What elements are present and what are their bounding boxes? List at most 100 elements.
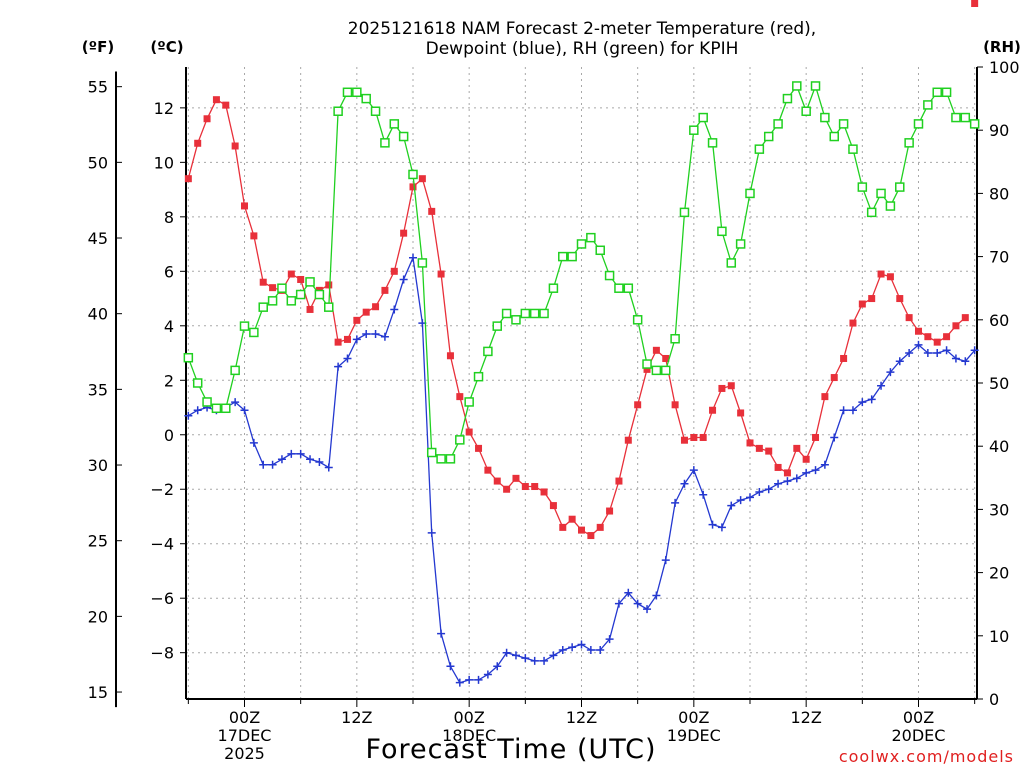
celsius-tick-label: −2 [150, 480, 174, 499]
dewpoint-point [895, 357, 904, 366]
rh-point [473, 371, 484, 382]
dewpoint-point [324, 463, 333, 472]
fahrenheit-unit-label: (ºF) [82, 38, 114, 56]
dewpoint-point [446, 662, 455, 671]
2-meter-temperature-point [568, 515, 576, 523]
dewpoint-point [334, 362, 343, 371]
dewpoint-point [820, 460, 829, 469]
dewpoint-point [830, 433, 839, 442]
rh-point [258, 302, 268, 312]
dewpoint-point [287, 449, 296, 458]
fahrenheit-tick-label: 55 [88, 78, 108, 97]
2-meter-temperature-point [634, 401, 642, 409]
rh-point [885, 201, 896, 211]
celsius-unit-label: (ºC) [150, 38, 183, 56]
rh-point [623, 283, 634, 293]
dewpoint-point [699, 490, 708, 499]
dewpoint-point [231, 398, 240, 407]
dewpoint-point [577, 640, 586, 649]
dewpoint-point [558, 645, 567, 654]
x-axis-label: Forecast Time (UTC) [365, 734, 656, 765]
dewpoint-point [933, 349, 942, 358]
rh-tick-label: 10 [989, 627, 1009, 646]
x-tick-label: 12Z [790, 708, 821, 727]
rh-point [932, 87, 942, 98]
2-meter-temperature-point [765, 447, 773, 455]
dewpoint-point [858, 398, 867, 407]
2-meter-temperature-point [774, 463, 782, 471]
dewpoint-point [427, 528, 436, 537]
rh-tick-label: 90 [989, 121, 1009, 140]
celsius-tick-label: −6 [150, 589, 174, 608]
2-meter-temperature-point [212, 96, 220, 104]
x-tick-label: 19DEC [667, 726, 721, 745]
2-meter-temperature-point [409, 183, 417, 191]
2-meter-temperature-point [821, 393, 829, 401]
rh-point [249, 327, 259, 338]
dewpoint-point [530, 656, 539, 665]
2-meter-temperature-point [905, 314, 913, 322]
rh-point [792, 81, 802, 91]
2-meter-temperature-point [858, 300, 866, 308]
x-tick-label: 00Z [454, 708, 485, 727]
rh-point [960, 112, 971, 123]
dewpoint-point [961, 357, 970, 366]
2-meter-temperature-point [671, 401, 679, 409]
2-meter-temperature-point [503, 485, 511, 493]
rh-point [342, 87, 353, 98]
dewpoint-point [811, 466, 820, 475]
plot-area: 121086420−2−4−6−855504540353025201510090… [88, 0, 1020, 763]
2-meter-temperature-point [578, 526, 585, 534]
rh-point [520, 308, 531, 319]
2-meter-temperature-point [587, 532, 595, 540]
dewpoint-point [914, 340, 923, 349]
rh-point [202, 397, 212, 407]
rh-point [324, 302, 334, 312]
2-meter-temperature-point [643, 365, 651, 373]
dewpoint-point [633, 599, 642, 608]
dewpoint-point [970, 346, 979, 355]
2-meter-temperature-point [353, 316, 361, 324]
rh-point [735, 239, 746, 249]
2-meter-temperature-point [615, 477, 623, 485]
2-meter-temperature-point [755, 444, 763, 452]
dewpoint-point [783, 477, 792, 486]
2-meter-temperature-point [877, 270, 885, 278]
rh-tick-label: 0 [989, 690, 999, 709]
2-meter-temperature-point [840, 354, 848, 362]
2-meter-temperature-point [718, 384, 726, 392]
2-meter-temperature-point [896, 295, 904, 303]
rh-point [464, 397, 474, 407]
rh-point [941, 87, 952, 98]
dewpoint-point [745, 493, 754, 502]
2-meter-temperature-point [512, 474, 520, 482]
rh-point [417, 258, 428, 268]
rh-point [586, 232, 596, 243]
rh-point [745, 188, 755, 199]
2-meter-temperature-point [699, 433, 707, 441]
2-meter-temperature-point [418, 175, 426, 183]
rh-point [455, 435, 465, 445]
x-tick-label: 12Z [341, 708, 372, 727]
rh-tick-label: 50 [989, 374, 1009, 393]
x-tick-label: 20DEC [892, 726, 946, 745]
rh-point [567, 251, 577, 262]
2-meter-temperature-point [606, 507, 614, 515]
dewpoint-point [764, 485, 773, 494]
dewpoint-point [643, 605, 652, 614]
celsius-tick-label: −4 [150, 535, 174, 554]
dewpoint-point [717, 523, 726, 532]
rh-point [904, 138, 914, 148]
rh-point [445, 454, 456, 464]
2-meter-temperature-point [830, 374, 838, 382]
celsius-tick-label: 10 [154, 153, 174, 172]
2-meter-temperature-point [297, 275, 305, 283]
2-meter-temperature-point [372, 303, 380, 311]
rh-point [660, 365, 671, 376]
rh-point [192, 378, 203, 388]
2-meter-temperature-point [325, 281, 333, 289]
rh-point [717, 226, 727, 237]
dewpoint-point [802, 468, 811, 477]
2-meter-temperature-point [812, 433, 820, 441]
